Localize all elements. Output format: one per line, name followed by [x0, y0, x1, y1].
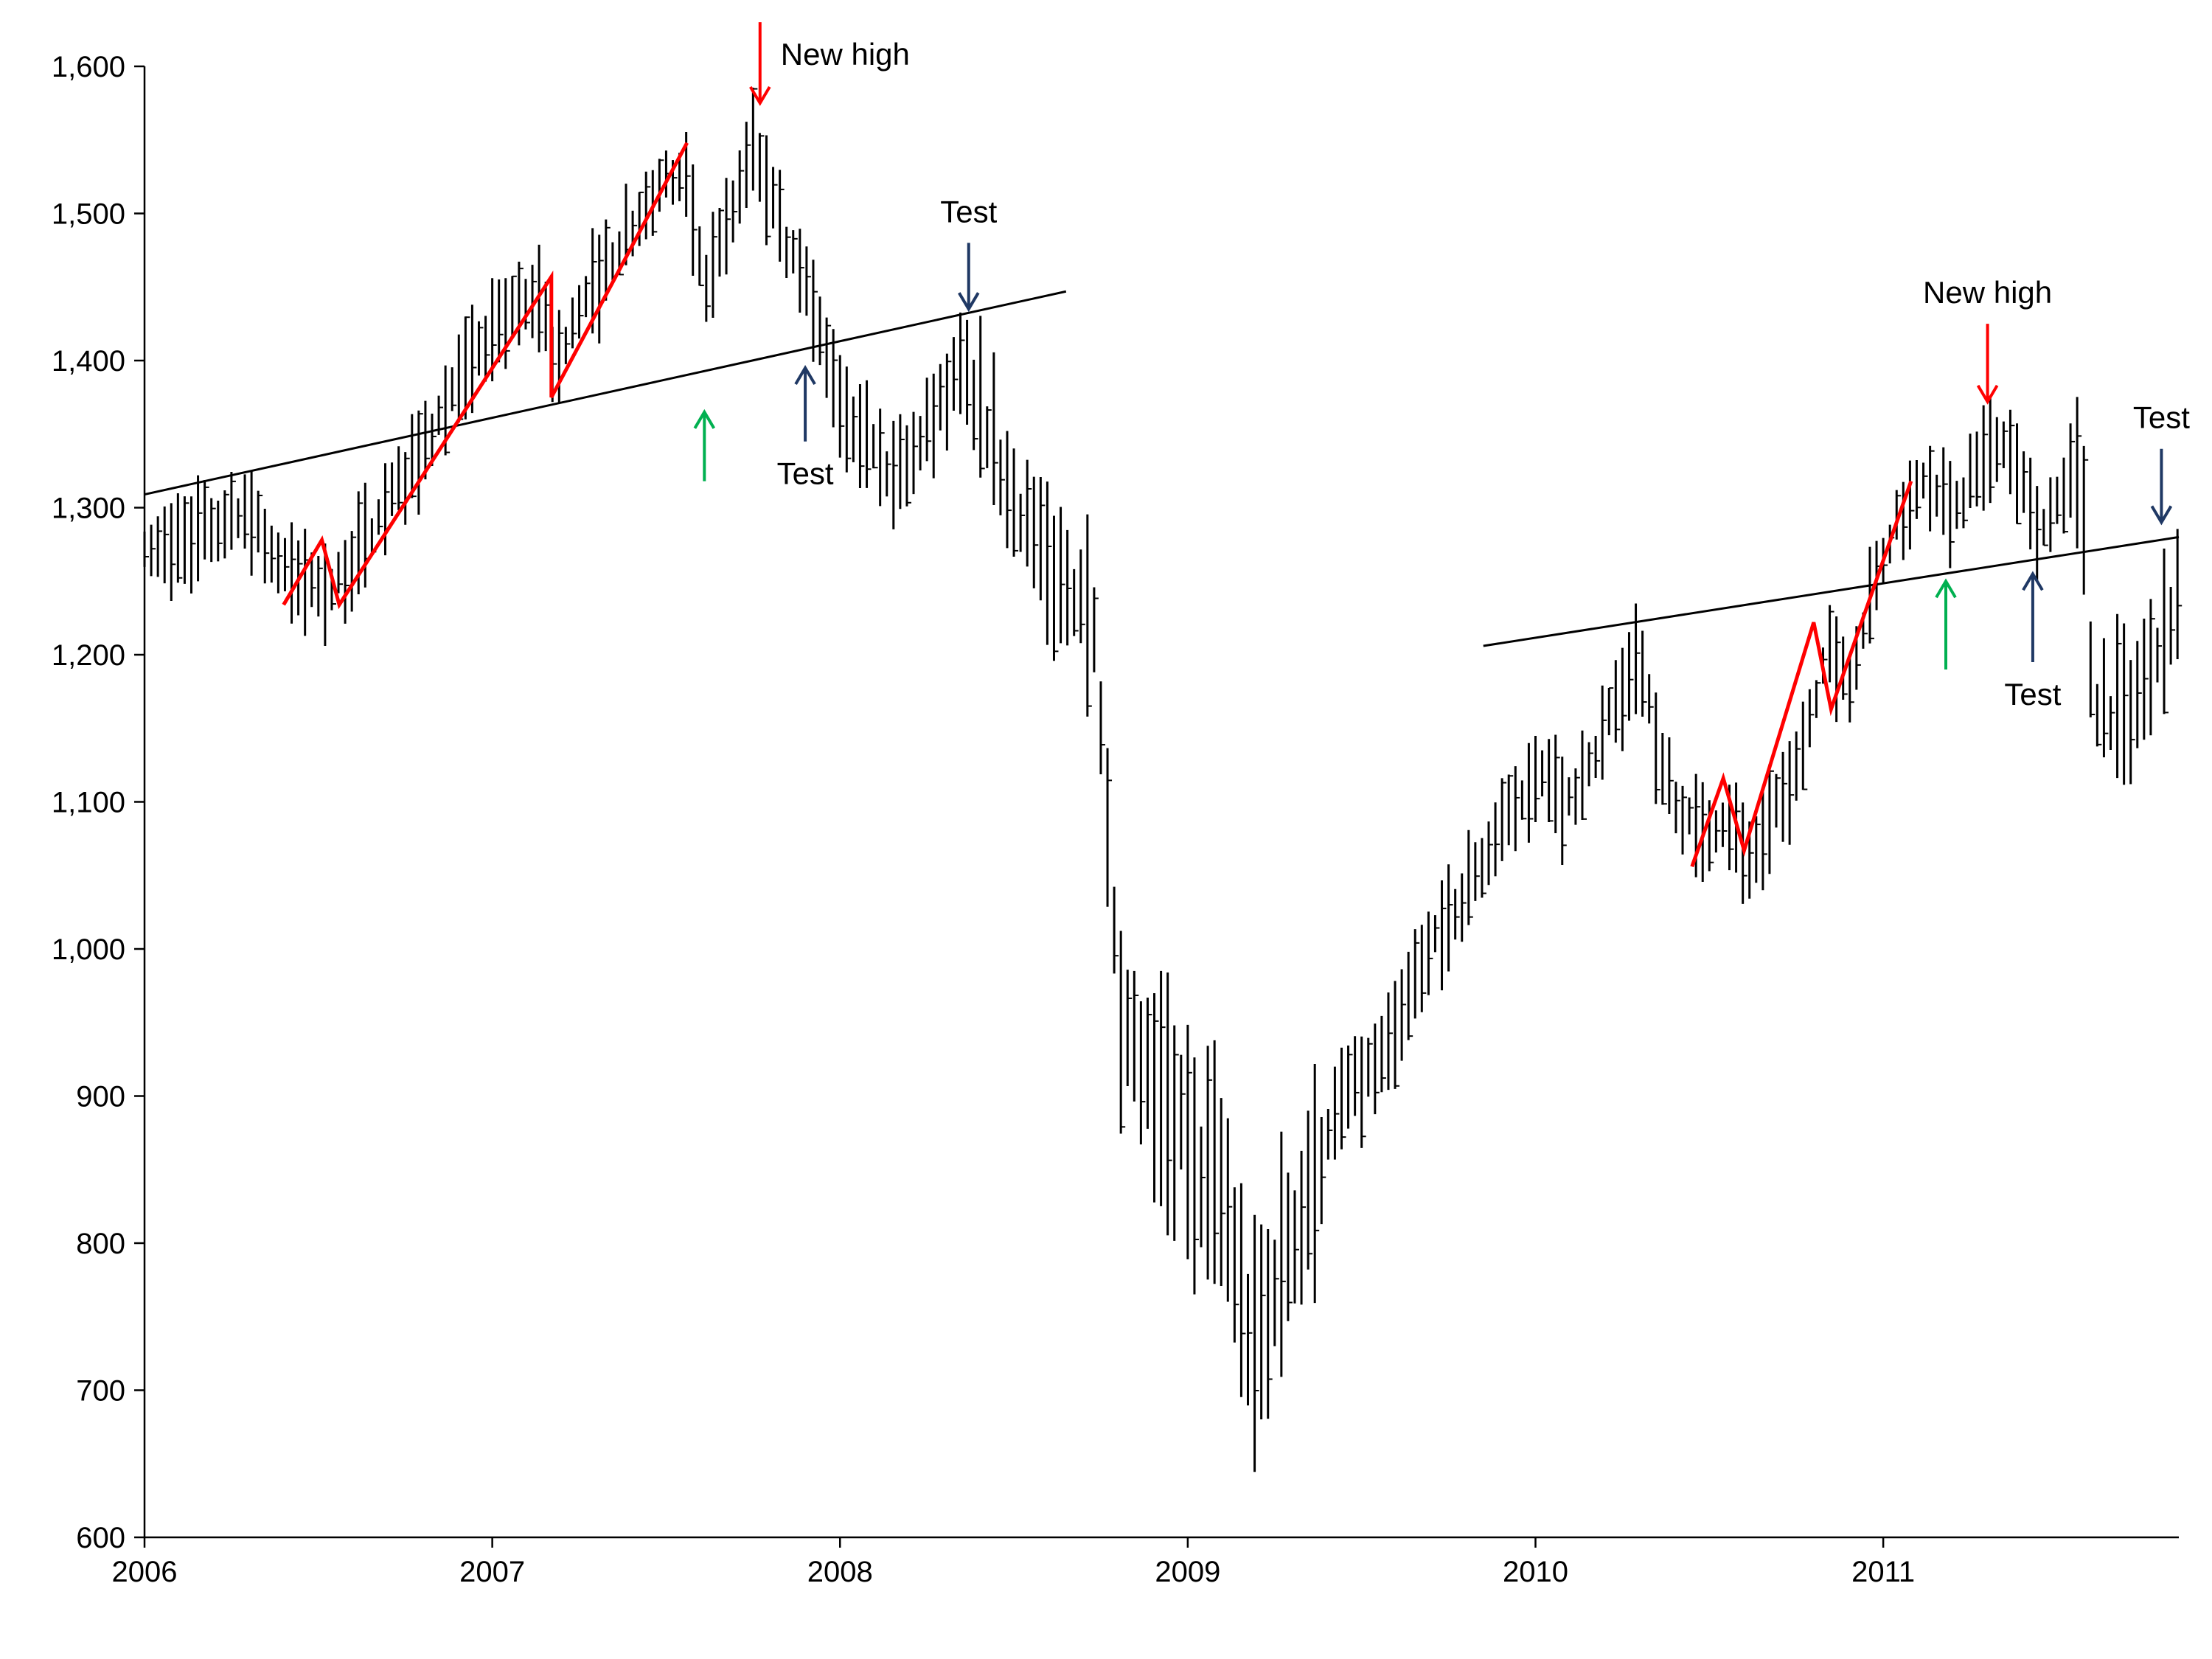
y-tick-label: 900 — [76, 1081, 125, 1113]
annotation-down-arrow-group: Test — [2133, 400, 2190, 526]
zigzag-lines — [282, 142, 1913, 868]
arrow-up-icon — [794, 365, 816, 385]
arrow-down-icon — [749, 86, 771, 106]
x-tick-label: 2009 — [1155, 1556, 1220, 1588]
arrow-up-icon — [1935, 578, 1957, 599]
trend-line — [144, 290, 1067, 496]
y-tick-label: 600 — [76, 1522, 125, 1554]
arrow-up-icon — [2022, 571, 2044, 591]
arrow-down-icon — [1976, 384, 1999, 405]
annotation-down-arrow-group: New high — [749, 22, 910, 106]
annotation-up-arrow-group: Test — [777, 365, 834, 491]
y-tick-label: 1,500 — [52, 198, 125, 231]
annotation-up-arrow-group — [1935, 578, 1957, 669]
y-tick-label: 1,400 — [52, 345, 125, 378]
y-tick-label: 700 — [76, 1375, 125, 1408]
annotation-down-arrow-group: New high — [1923, 275, 2052, 405]
zigzag-line — [282, 142, 689, 610]
price-bars — [143, 87, 2183, 1472]
arrow-down-icon — [958, 292, 980, 313]
trend-line — [1483, 535, 2180, 647]
y-tick-label: 1,300 — [52, 493, 125, 525]
annotation-label: Test — [2004, 677, 2061, 712]
y-tick-label: 1,200 — [52, 639, 125, 672]
axes: 600 700 800 900 1,000 1,100 1,200 1,300 1,400 1,5… — [52, 51, 2179, 1588]
annotations: New high Test Test New high Test Test — [693, 22, 2190, 712]
zigzag-line — [1690, 480, 1913, 868]
arrow-up-icon — [693, 408, 716, 429]
x-tick-label: 2007 — [459, 1556, 525, 1588]
x-tick-label: 2006 — [112, 1556, 178, 1588]
annotation-up-arrow-group — [693, 408, 716, 481]
x-tick-label: 2011 — [1851, 1556, 1915, 1588]
trend-lines — [144, 290, 2180, 647]
annotation-up-arrow-group: Test — [2004, 571, 2062, 712]
x-tick-label: 2010 — [1503, 1556, 1568, 1588]
annotation-label: Test — [2133, 400, 2190, 435]
y-tick-label: 1,100 — [52, 787, 125, 819]
annotation-label: New high — [1923, 275, 2052, 310]
y-tick-label: 1,600 — [52, 51, 125, 83]
x-tick-label: 2008 — [807, 1556, 873, 1588]
y-tick-label: 800 — [76, 1228, 125, 1260]
annotation-down-arrow-group: Test — [940, 194, 998, 313]
annotation-label: Test — [777, 456, 834, 491]
y-tick-label: 1,000 — [52, 933, 125, 966]
annotation-label: New high — [781, 37, 910, 72]
arrow-down-icon — [2150, 505, 2173, 526]
annotation-label: Test — [940, 194, 997, 229]
